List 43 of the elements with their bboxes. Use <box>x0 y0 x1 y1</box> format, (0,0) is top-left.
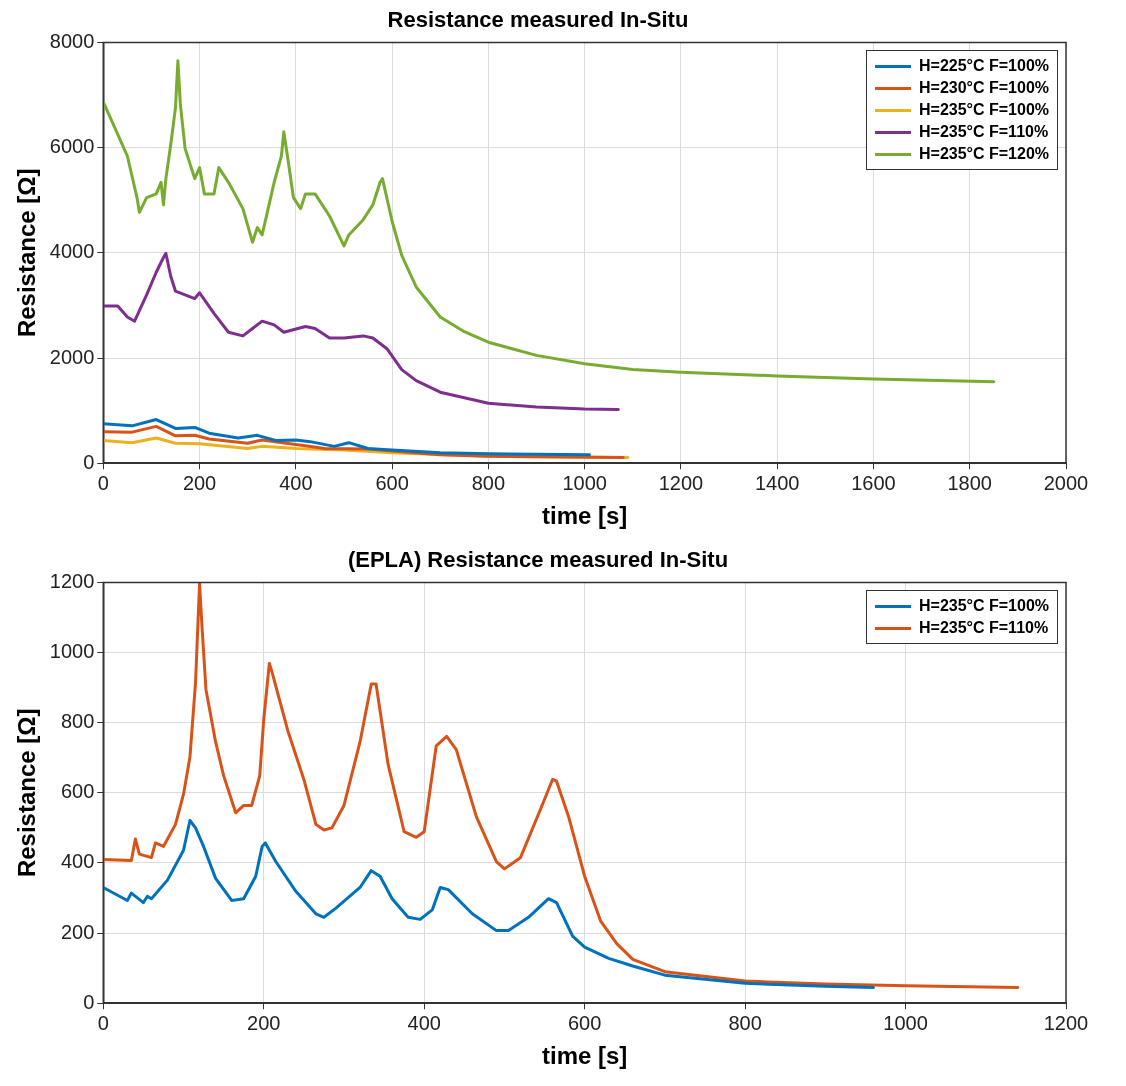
x-tick-label: 1600 <box>851 471 896 494</box>
x-tick-label: 1200 <box>1043 1011 1089 1034</box>
y-tick-label: 0 <box>83 450 95 473</box>
y-tick-label: 1000 <box>49 640 95 663</box>
x-tick-label: 800 <box>471 471 506 494</box>
x-tick-label: 800 <box>728 1011 762 1034</box>
x-tick-label: 1800 <box>947 471 992 494</box>
x-tick-label: 600 <box>375 471 409 494</box>
y-tick-label: 400 <box>60 850 95 873</box>
y-axis-title: Resistance [Ω] <box>13 708 41 878</box>
x-tick-label: 1200 <box>658 471 704 494</box>
x-tick-label: 200 <box>247 1011 281 1034</box>
chart-title: (EPLA) Resistance measured In-Situ <box>347 547 729 573</box>
legend-label: H=225°C F=100% <box>919 57 1050 76</box>
x-tick-label: 200 <box>182 471 217 494</box>
y-tick-label: 4000 <box>49 240 95 263</box>
y-tick-label: 8000 <box>49 29 95 52</box>
x-tick-label: 400 <box>407 1011 441 1034</box>
x-axis-title: time [s] <box>541 502 628 530</box>
legend-label: H=235°C F=110% <box>919 123 1049 142</box>
legend-label: H=235°C F=120% <box>919 145 1050 164</box>
x-tick-label: 600 <box>567 1011 602 1034</box>
legend-label: H=235°C F=100% <box>919 597 1050 616</box>
y-tick-label: 1200 <box>49 569 95 592</box>
y-tick-label: 800 <box>60 710 95 733</box>
x-axis-title: time [s] <box>541 1042 628 1070</box>
x-tick-label: 1400 <box>754 471 800 494</box>
x-tick-label: 1000 <box>562 471 607 494</box>
y-tick-label: 0 <box>83 990 95 1013</box>
x-tick-label: 400 <box>279 471 313 494</box>
x-tick-label: 2000 <box>1043 471 1089 494</box>
y-axis-title: Resistance [Ω] <box>13 168 41 338</box>
legend-label: H=230°C F=100% <box>919 79 1050 98</box>
x-tick-label: 1000 <box>883 1011 928 1034</box>
legend-label: H=235°C F=110% <box>919 619 1049 638</box>
chart-title: Resistance measured In-Situ <box>387 7 689 33</box>
y-tick-label: 200 <box>60 920 95 943</box>
y-tick-label: 2000 <box>49 345 95 368</box>
y-tick-label: 6000 <box>49 135 95 158</box>
x-tick-label: 0 <box>97 471 109 494</box>
legend-label: H=235°C F=100% <box>919 101 1050 120</box>
x-tick-label: 0 <box>97 1011 109 1034</box>
y-tick-label: 600 <box>60 780 95 803</box>
